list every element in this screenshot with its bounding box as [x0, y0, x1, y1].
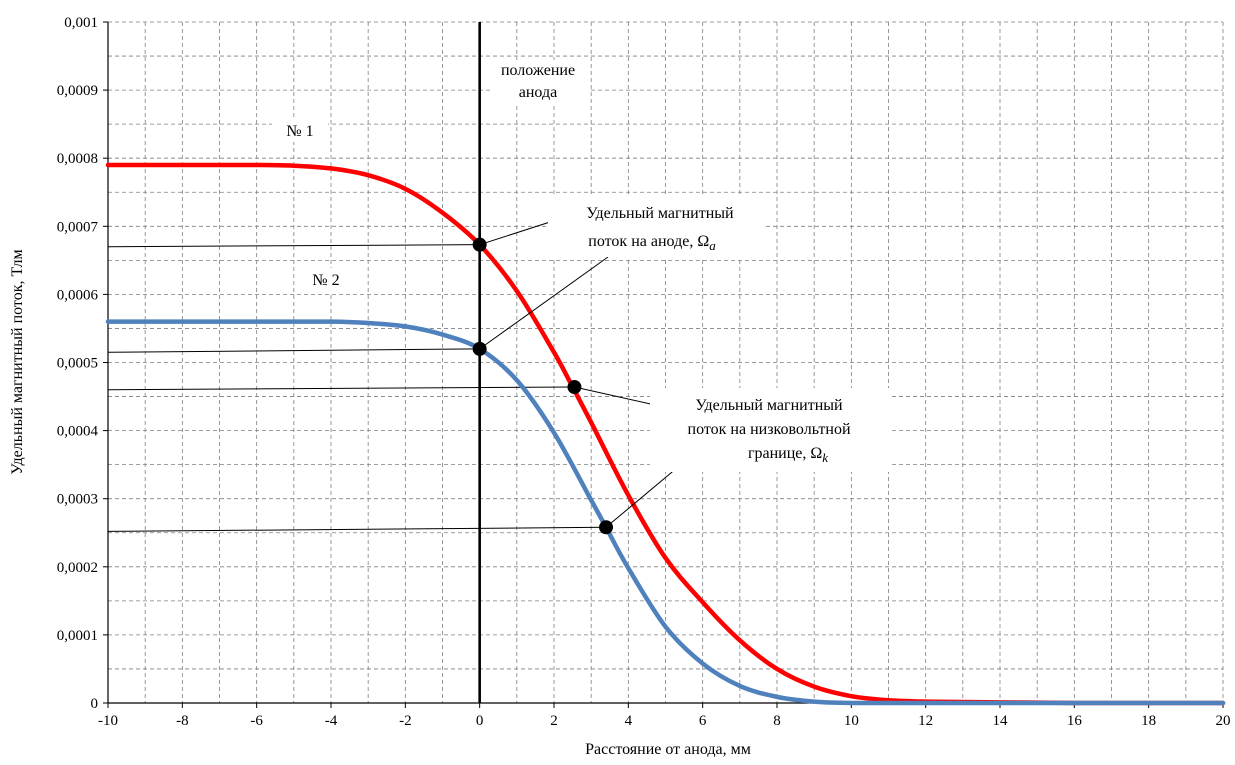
markers — [472, 237, 614, 535]
flux-boundary-label-box — [650, 388, 890, 472]
series-1-label-box — [272, 118, 328, 142]
y-tick-label: 0,0008 — [57, 151, 98, 167]
annotation-leader-line — [479, 221, 551, 246]
x-tick-label: 2 — [550, 713, 558, 729]
flux-boundary-label-subscript: k — [822, 450, 828, 465]
grid — [107, 21, 1224, 704]
series-2-label: № 2 — [312, 272, 339, 289]
series-1-label: № 1 — [286, 123, 313, 140]
y-tick-label: 0,0005 — [57, 356, 98, 372]
y-axis-title: Удельный магнитный поток, Тлм — [9, 249, 26, 474]
x-tick-label: -4 — [325, 713, 338, 729]
anode-label-line1: положение — [501, 62, 575, 79]
y-tick-label: 0 — [91, 696, 99, 712]
leader-lines — [479, 221, 685, 528]
x-tick-label: 0 — [476, 713, 484, 729]
flux-anode-label-line1: Удельный магнитный — [586, 205, 734, 222]
flux-boundary-label-line3: границе, Ωk — [748, 445, 828, 465]
x-tick-label: -10 — [98, 713, 118, 729]
x-tick-label: 16 — [1067, 713, 1083, 729]
x-tick-label: 10 — [844, 713, 859, 729]
x-tick-label: -8 — [176, 713, 189, 729]
x-axis-title: Расстояние от анода, мм — [585, 741, 751, 758]
x-tick-label: 12 — [918, 713, 933, 729]
x-tick-label: -2 — [399, 713, 412, 729]
reference-line — [107, 386, 575, 391]
reference-lines — [107, 22, 607, 703]
flux-boundary-label-text: границе, Ω — [748, 445, 822, 462]
y-tick-label: 0,0009 — [57, 83, 98, 99]
reference-line — [107, 348, 480, 353]
x-tick-label: 4 — [625, 713, 633, 729]
flux-anode-label-text: поток на аноде, Ω — [588, 233, 709, 250]
series — [105, 162, 1226, 706]
y-tick-label: 0,0003 — [57, 492, 98, 508]
y-tick-label: 0,001 — [64, 15, 98, 31]
y-tick-label: 0,0002 — [57, 560, 98, 576]
x-tick-label: 14 — [993, 713, 1009, 729]
y-tick-label: 0,0001 — [57, 628, 98, 644]
reference-line — [107, 526, 607, 532]
y-tick-label: 0,0004 — [57, 424, 99, 440]
axes: -10 -8 -6 -4 -2 0 2 4 6 8 10 12 14 16 18 20 0 0,0001 0,000… — [57, 15, 1231, 729]
x-tick-label: 18 — [1141, 713, 1156, 729]
series-labels: № 1 № 2 — [272, 118, 354, 292]
series-2-line — [105, 319, 1226, 706]
flux-boundary-label-line1: Удельный магнитный — [695, 397, 843, 414]
anode-label-box — [490, 60, 590, 106]
flux-anode-label-box — [548, 197, 766, 257]
annotations: положение анода Удельный магнитный поток… — [490, 60, 890, 472]
flux-anode-label-subscript: a — [709, 238, 716, 253]
anode-label-line2: анода — [519, 84, 557, 101]
flux-boundary-label-line2: поток на низковольтной — [688, 421, 851, 438]
x-tick-label: 6 — [699, 713, 707, 729]
x-tick-label: 8 — [773, 713, 781, 729]
y-tick-label: 0,0007 — [57, 219, 99, 235]
y-tick-label: 0,0006 — [57, 287, 99, 303]
series-2-label-box — [298, 268, 354, 292]
annotation-leader-line — [605, 461, 685, 528]
flux-anode-label-line2: поток на аноде, Ωa — [588, 233, 716, 253]
x-tick-label: -6 — [250, 713, 263, 729]
annotation-leader-line — [479, 256, 609, 350]
reference-line — [107, 244, 480, 248]
x-tick-label: 20 — [1216, 713, 1231, 729]
annotation-leader-line — [574, 386, 656, 406]
